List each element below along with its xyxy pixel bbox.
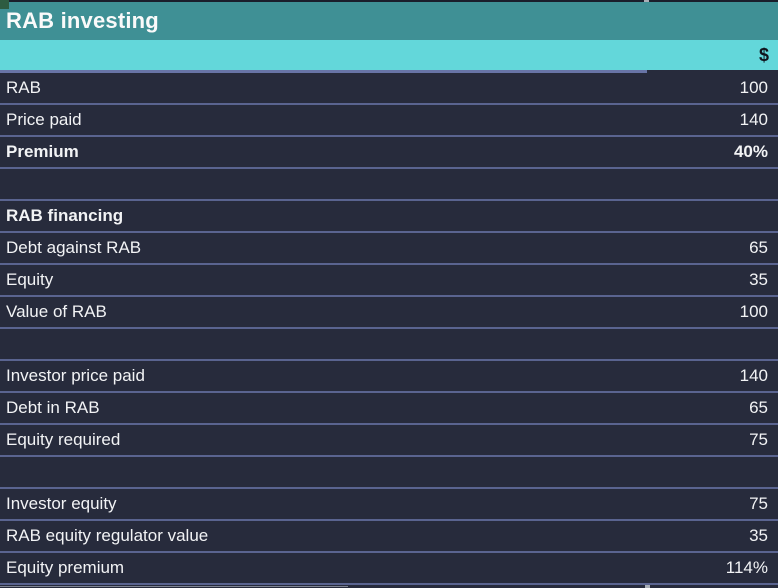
row-value[interactable]: 35 (749, 270, 768, 289)
table-row[interactable]: Equity 35 (0, 265, 778, 297)
column-boundary-tick (645, 585, 650, 588)
row-value[interactable]: 75 (749, 494, 768, 513)
row-label[interactable]: Value of RAB (6, 302, 107, 321)
row-label[interactable]: Premium (6, 142, 79, 161)
table-row-spacer[interactable] (0, 457, 778, 489)
table-row-spacer[interactable] (0, 329, 778, 361)
row-label[interactable]: Debt in RAB (6, 398, 100, 417)
table-row[interactable]: Investor equity 75 (0, 489, 778, 521)
page-title: RAB investing (6, 8, 159, 33)
row-value[interactable]: 75 (749, 430, 768, 449)
table-row[interactable]: Investor price paid 140 (0, 361, 778, 393)
table-row[interactable]: Debt against RAB 65 (0, 233, 778, 265)
bottom-gridline (0, 585, 778, 588)
next-row-edge (0, 586, 348, 587)
table-row[interactable]: RAB financing (0, 201, 778, 233)
top-gridline (0, 0, 778, 2)
row-value[interactable]: 114% (725, 558, 768, 577)
table-row-spacer[interactable] (0, 169, 778, 201)
row-label[interactable]: RAB financing (6, 206, 124, 225)
row-value[interactable]: 35 (749, 526, 768, 545)
corner-marker-icon (0, 0, 9, 9)
row-label[interactable]: RAB (6, 78, 41, 97)
row-value[interactable]: 140 (739, 110, 768, 129)
row-value[interactable]: 140 (739, 366, 768, 385)
row-label[interactable]: RAB equity regulator value (6, 526, 209, 545)
row-label[interactable]: Debt against RAB (6, 238, 142, 257)
table-row[interactable]: Premium 40% (0, 137, 778, 169)
table-row[interactable]: Equity premium 114% (0, 553, 778, 585)
row-label[interactable]: Equity (6, 270, 54, 289)
row-label[interactable]: Investor equity (6, 494, 117, 513)
header-underline (0, 70, 647, 73)
row-value[interactable]: 100 (739, 78, 768, 97)
currency-header-label: $ (758, 44, 769, 65)
title-bar[interactable]: RAB investing (0, 2, 778, 40)
currency-header-row[interactable]: $ (0, 40, 778, 70)
table-row[interactable]: RAB 100 (0, 73, 778, 105)
row-value[interactable]: 100 (739, 302, 768, 321)
table-row[interactable]: Equity required 75 (0, 425, 778, 457)
table-row[interactable]: Value of RAB 100 (0, 297, 778, 329)
row-value[interactable]: 40% (733, 142, 768, 161)
table-body: RAB 100 Price paid 140 Premium 40% RAB financi… (0, 73, 778, 585)
row-label[interactable]: Equity premium (6, 558, 125, 577)
row-value[interactable]: 65 (749, 238, 768, 257)
column-boundary-tick (644, 0, 649, 2)
row-value[interactable]: 65 (749, 398, 768, 417)
row-label[interactable]: Equity required (6, 430, 121, 449)
table-row[interactable]: Debt in RAB 65 (0, 393, 778, 425)
table-row[interactable]: Price paid 140 (0, 105, 778, 137)
table-row[interactable]: RAB equity regulator value 35 (0, 521, 778, 553)
row-label[interactable]: Price paid (6, 110, 82, 129)
row-label[interactable]: Investor price paid (6, 366, 145, 385)
